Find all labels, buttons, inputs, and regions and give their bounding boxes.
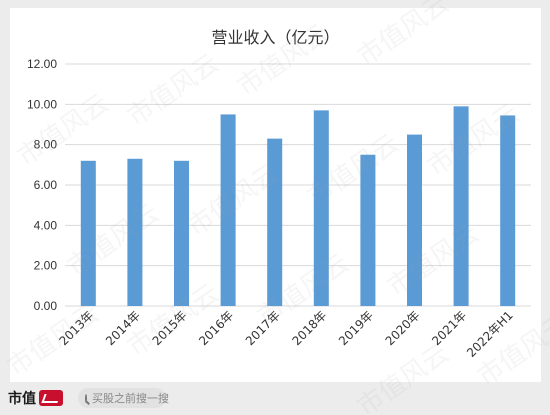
x-tick-label: 2018年 (289, 308, 329, 348)
x-tick-label: 2017年 (243, 308, 283, 348)
bar (500, 115, 516, 306)
y-tick-label: 12.00 (27, 57, 57, 71)
chart-card: 营业收入（亿元） 0.00 2.00 4.00 6.00 8.00 10.00 12.00 2… (10, 8, 541, 382)
y-tick-label: 0.00 (34, 299, 58, 313)
x-tick-label: 2021年 (429, 308, 469, 348)
x-tick-label: 2013年 (56, 308, 96, 348)
y-tick-label: 10.00 (27, 97, 57, 111)
bar (80, 160, 96, 306)
search-placeholder: 买股之前搜一搜 (92, 392, 169, 405)
y-tick-label: 4.00 (34, 218, 58, 232)
y-tick-label: 6.00 (34, 178, 58, 192)
brand-logo-text: 市值 (8, 391, 36, 407)
bar (407, 134, 422, 306)
x-tick-label: 2019年 (336, 308, 376, 348)
x-tick-label: 2020年 (383, 308, 423, 348)
bar (453, 106, 469, 306)
x-tick-label: 2014年 (103, 308, 143, 348)
bar (127, 158, 143, 306)
y-tick-label: 2.00 (34, 259, 58, 273)
bar (174, 160, 189, 306)
bar-chart: 0.00 2.00 4.00 6.00 8.00 10.00 12.00 2013年 2014年… (27, 57, 531, 360)
footer-bar: 市值 买股之前搜一搜 (0, 382, 550, 415)
bar (313, 110, 329, 306)
x-tick-label: 2016年 (196, 308, 236, 348)
x-tick-label: 2015年 (150, 308, 190, 348)
bar (267, 138, 283, 306)
x-tick-label: 2022年H1 (464, 308, 516, 360)
bar (360, 154, 376, 306)
search-box[interactable]: 买股之前搜一搜 (78, 388, 169, 408)
brand-logo-badge-icon (39, 390, 63, 406)
chart-title: 营业收入（亿元） (211, 28, 340, 47)
brand-logo[interactable]: 市值 (8, 388, 63, 408)
search-icon (85, 393, 87, 403)
y-tick-label: 8.00 (34, 138, 58, 152)
bar (220, 114, 236, 307)
